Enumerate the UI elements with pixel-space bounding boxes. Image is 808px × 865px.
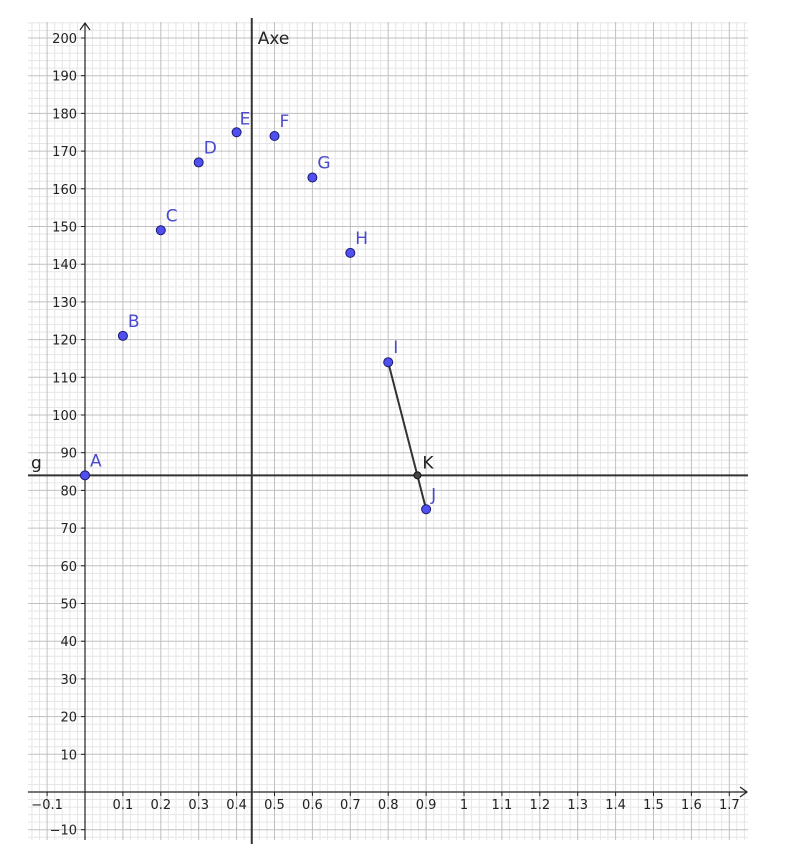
geometry-objects[interactable]: Axe g: [28, 18, 748, 844]
y-tick-label: 60: [60, 560, 77, 575]
x-tick-label: 1.5: [643, 798, 664, 813]
point-label-c: C: [166, 206, 178, 226]
y-tick-label: 180: [52, 107, 77, 122]
y-tick-label: 90: [60, 447, 77, 462]
y-tick-label: 160: [52, 183, 77, 198]
point-c[interactable]: [155, 225, 166, 236]
point-h[interactable]: [345, 247, 356, 258]
x-tick-label: 1.6: [681, 798, 702, 813]
point-f[interactable]: [269, 131, 280, 142]
y-tick-label: 100: [52, 409, 77, 424]
y-tick-label: 130: [52, 296, 77, 311]
x-tick-label: 1.1: [492, 798, 513, 813]
x-tick-label: 1.3: [567, 798, 588, 813]
x-tick-label: 0.6: [302, 798, 323, 813]
x-tick-label: 0.5: [264, 798, 285, 813]
x-tick-label: 0.2: [150, 798, 171, 813]
y-tick-label: 10: [60, 748, 77, 763]
x-tick-label: 1: [460, 798, 468, 813]
major-grid: [28, 22, 748, 840]
point-d[interactable]: [193, 157, 204, 168]
x-tick-label: 0.8: [378, 798, 399, 813]
y-tick-label: 40: [60, 635, 77, 650]
x-tick-label: 0.3: [188, 798, 209, 813]
x-tick-label: 1.7: [719, 798, 740, 813]
tick-labels: −0.1 0.1 0.2 0.3 0.4 0.5 0.6 0.7 0.8 0.9 1 1.1 1.2 1.…: [31, 32, 739, 839]
y-axis-arrow: [79, 21, 91, 31]
point-e[interactable]: [231, 127, 242, 138]
point-g[interactable]: [307, 172, 318, 183]
y-tick-label: 50: [60, 598, 77, 613]
y-tick-label: 120: [52, 334, 77, 349]
point-j[interactable]: [421, 504, 432, 515]
segment-ij[interactable]: [387, 361, 428, 510]
x-tick-label: 0.4: [226, 798, 247, 813]
point-i[interactable]: [383, 357, 394, 368]
point-label-d: D: [204, 138, 217, 158]
point-label-e: E: [240, 109, 251, 129]
y-tick-label: 110: [52, 371, 77, 386]
vertical-line-label: Axe: [258, 29, 290, 49]
point-label-a: A: [90, 451, 102, 471]
x-tick-label: 0.1: [113, 798, 134, 813]
y-tick-label: 150: [52, 221, 77, 236]
y-tick-label: 70: [60, 522, 77, 537]
point-label-k: K: [422, 453, 434, 473]
y-tick-label: 20: [60, 711, 77, 726]
point-k[interactable]: [413, 471, 422, 480]
point-label-b: B: [128, 312, 140, 332]
x-axis-arrow: [739, 786, 749, 798]
x-tick-label: 0.9: [416, 798, 437, 813]
point-label-j: J: [430, 485, 436, 505]
y-tick-label: 190: [52, 70, 77, 85]
y-tick-label: 80: [60, 484, 77, 499]
point-label-h: H: [355, 229, 368, 249]
data-points[interactable]: A B C D E F G H I JK: [80, 109, 437, 515]
point-a[interactable]: [80, 470, 90, 481]
x-tick-label: 0.7: [340, 798, 361, 813]
y-tick-label: 30: [60, 673, 77, 688]
y-tick-label: 140: [52, 258, 77, 273]
horizontal-line-label: g: [31, 453, 42, 473]
point-b[interactable]: [117, 330, 128, 341]
point-label-i: I: [393, 338, 398, 358]
x-tick-label: 1.4: [605, 798, 626, 813]
y-tick-label: −10: [50, 824, 77, 839]
x-tick-label: 1.2: [529, 798, 550, 813]
axes: [28, 21, 749, 840]
point-label-f: F: [280, 112, 290, 132]
y-tick-label: 200: [52, 32, 77, 47]
y-tick-label: 170: [52, 145, 77, 160]
point-label-g: G: [317, 153, 330, 173]
x-tick-label: −0.1: [31, 798, 63, 813]
